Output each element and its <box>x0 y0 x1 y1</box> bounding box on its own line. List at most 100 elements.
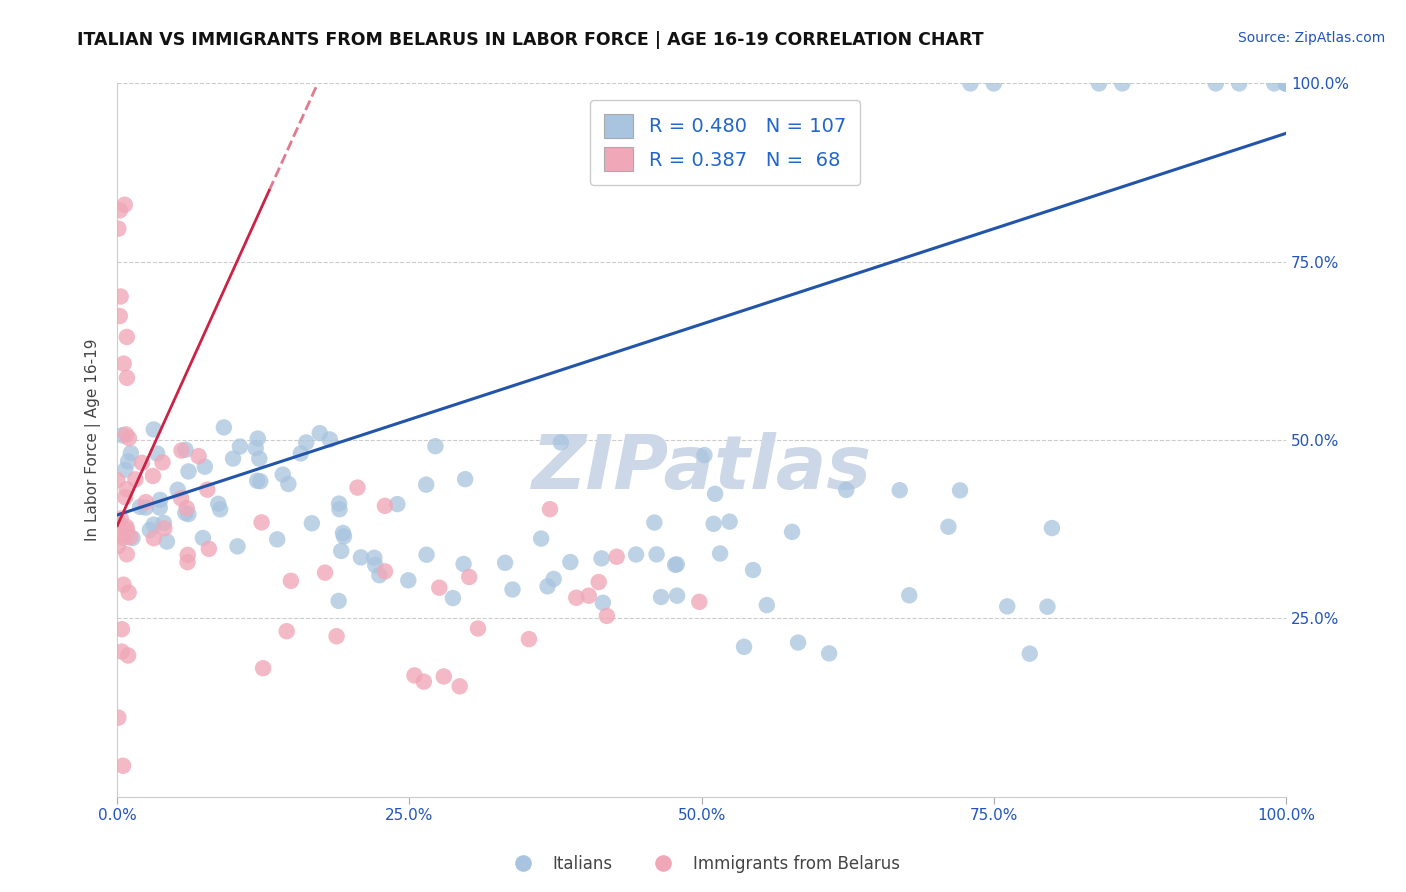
Point <box>111 622 134 636</box>
Point <box>107 221 129 235</box>
Point <box>364 558 387 573</box>
Point <box>550 435 572 450</box>
Point <box>245 441 267 455</box>
Point <box>688 595 710 609</box>
Point <box>212 420 235 434</box>
Point <box>898 588 921 602</box>
Point <box>578 589 600 603</box>
Point <box>494 556 516 570</box>
Point <box>458 570 481 584</box>
Point <box>276 624 298 639</box>
Point <box>1205 77 1227 91</box>
Point <box>959 77 981 91</box>
Point <box>105 473 128 487</box>
Point <box>176 555 198 569</box>
Point <box>350 550 373 565</box>
Point <box>115 482 138 496</box>
Point <box>107 711 129 725</box>
Point <box>368 568 391 582</box>
Point <box>1275 77 1298 91</box>
Point <box>1227 77 1250 91</box>
Point <box>664 558 686 572</box>
Point <box>177 548 200 562</box>
Point <box>111 428 134 442</box>
Point <box>530 532 553 546</box>
Point <box>1111 77 1133 91</box>
Point <box>195 483 218 497</box>
Point <box>333 529 356 543</box>
Point <box>191 531 214 545</box>
Point <box>107 514 129 528</box>
Point <box>328 502 350 516</box>
Point <box>665 558 688 572</box>
Point <box>330 544 353 558</box>
Point <box>176 501 198 516</box>
Text: ZIPatlas: ZIPatlas <box>531 432 872 505</box>
Point <box>135 495 157 509</box>
Point <box>131 456 153 470</box>
Point <box>142 531 165 545</box>
Point <box>112 758 135 772</box>
Point <box>177 465 200 479</box>
Point <box>606 549 628 564</box>
Point <box>453 557 475 571</box>
Point <box>560 555 582 569</box>
Point <box>277 477 299 491</box>
Point <box>112 531 135 545</box>
Point <box>449 679 471 693</box>
Point <box>115 371 138 385</box>
Point <box>149 492 172 507</box>
Point <box>1275 77 1298 91</box>
Point <box>835 483 858 497</box>
Point <box>396 574 419 588</box>
Text: Source: ZipAtlas.com: Source: ZipAtlas.com <box>1237 31 1385 45</box>
Point <box>995 599 1018 614</box>
Point <box>718 515 741 529</box>
Point <box>1263 77 1285 91</box>
Point <box>433 669 456 683</box>
Point <box>938 520 960 534</box>
Point <box>374 565 396 579</box>
Point <box>301 516 323 531</box>
Point <box>733 640 755 654</box>
Point <box>1088 77 1111 91</box>
Point <box>643 516 665 530</box>
Point <box>818 646 841 660</box>
Point <box>404 668 426 682</box>
Point <box>115 427 138 442</box>
Point <box>153 521 176 535</box>
Point <box>328 497 350 511</box>
Point <box>110 511 132 525</box>
Point <box>129 500 152 514</box>
Point <box>170 491 193 506</box>
Point <box>166 483 188 497</box>
Point <box>153 516 176 530</box>
Y-axis label: In Labor Force | Age 16-19: In Labor Force | Age 16-19 <box>86 339 101 541</box>
Point <box>115 523 138 537</box>
Point <box>949 483 972 498</box>
Point <box>502 582 524 597</box>
Point <box>177 507 200 521</box>
Point <box>467 622 489 636</box>
Point <box>415 548 437 562</box>
Point <box>666 589 689 603</box>
Point <box>174 506 197 520</box>
Point <box>226 540 249 554</box>
Point <box>596 608 619 623</box>
Point <box>565 591 588 605</box>
Point <box>889 483 911 498</box>
Point <box>107 539 129 553</box>
Point <box>110 289 132 303</box>
Point <box>1275 77 1298 91</box>
Point <box>156 534 179 549</box>
Point <box>1275 77 1298 91</box>
Point <box>247 451 270 466</box>
Point <box>328 594 350 608</box>
Text: ITALIAN VS IMMIGRANTS FROM BELARUS IN LABOR FORCE | AGE 16-19 CORRELATION CHART: ITALIAN VS IMMIGRANTS FROM BELARUS IN LA… <box>77 31 984 49</box>
Legend: R = 0.480   N = 107, R = 0.387   N =  68: R = 0.480 N = 107, R = 0.387 N = 68 <box>591 100 859 185</box>
Point <box>290 446 312 460</box>
Point <box>174 442 197 457</box>
Point <box>112 357 135 371</box>
Point <box>111 528 134 542</box>
Point <box>332 526 354 541</box>
